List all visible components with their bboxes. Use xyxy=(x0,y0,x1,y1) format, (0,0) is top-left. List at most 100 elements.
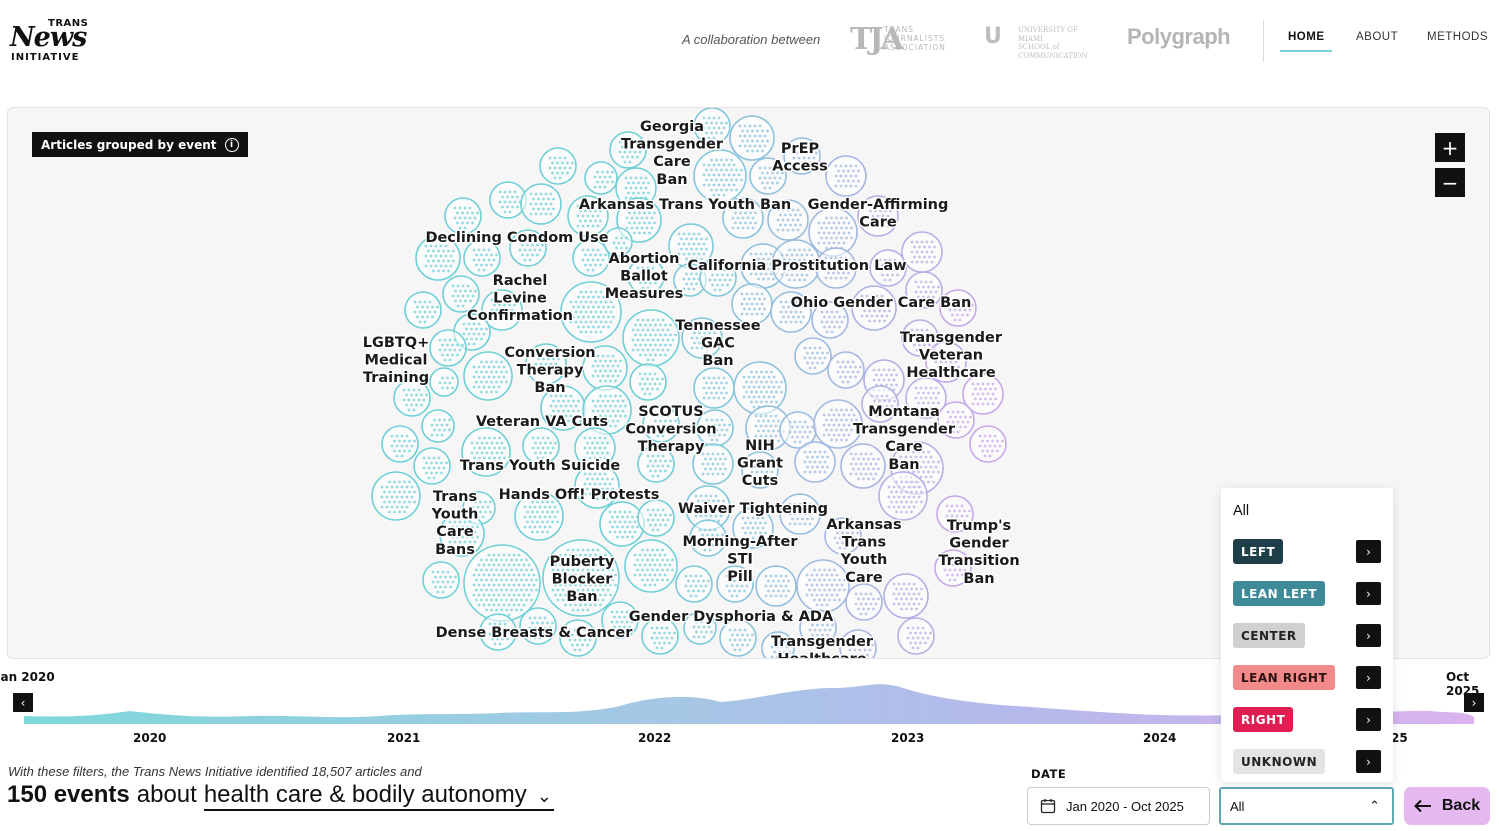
um-logo[interactable]: U UNIVERSITY OF MIAMI SCHOOL of COMMUNIC… xyxy=(984,24,1104,60)
event-bubble[interactable] xyxy=(574,427,616,469)
event-bubble[interactable] xyxy=(936,495,974,533)
event-bubble[interactable] xyxy=(925,341,967,383)
event-bubble[interactable] xyxy=(813,399,863,449)
event-label-dysphoria[interactable]: Gender Dysphoria & ADA xyxy=(627,608,835,627)
event-label-california[interactable]: California Prostitution Law xyxy=(686,257,908,276)
event-bubble[interactable] xyxy=(857,195,899,237)
chevron-right-icon[interactable]: › xyxy=(1356,624,1381,647)
event-bubble[interactable] xyxy=(642,405,680,443)
polygraph-logo[interactable]: Polygraph xyxy=(1127,24,1231,49)
nav-about[interactable]: ABOUT xyxy=(1356,31,1399,43)
event-bubble[interactable] xyxy=(783,137,821,175)
event-label-nih[interactable]: NIH Grant Cuts xyxy=(735,437,784,491)
event-label-va-cuts[interactable]: Veteran VA Cuts xyxy=(474,413,609,432)
event-bubble[interactable] xyxy=(749,157,787,195)
event-bubble[interactable] xyxy=(572,239,610,277)
event-label-ark-ban[interactable]: Arkansas Trans Youth Ban xyxy=(577,196,792,215)
event-bubble[interactable] xyxy=(731,283,773,325)
event-bubble[interactable] xyxy=(733,361,787,415)
event-bubble[interactable] xyxy=(825,155,867,197)
event-bubble[interactable] xyxy=(722,197,764,239)
event-bubble[interactable] xyxy=(641,617,679,655)
event-bubble[interactable] xyxy=(616,197,662,243)
event-bubble[interactable] xyxy=(845,583,883,621)
event-bubble[interactable] xyxy=(371,471,421,521)
event-label-scotus[interactable]: SCOTUS Conversion Therapy xyxy=(624,403,718,457)
event-bubble[interactable] xyxy=(716,565,754,603)
event-bubble[interactable] xyxy=(629,363,667,401)
event-bubble[interactable] xyxy=(905,271,943,309)
event-bubble[interactable] xyxy=(779,493,821,535)
event-label-breasts[interactable]: Dense Breasts & Cancer xyxy=(434,624,635,643)
event-bubble[interactable] xyxy=(755,565,797,607)
zoom-out-button[interactable]: − xyxy=(1435,168,1465,197)
event-bubble[interactable] xyxy=(692,443,734,485)
event-bubble[interactable] xyxy=(962,373,1004,415)
date-range-picker[interactable]: Jan 2020 - Oct 2025 xyxy=(1027,787,1210,825)
event-label-waiver[interactable]: Waiver Tightening xyxy=(676,500,829,519)
event-bubble[interactable] xyxy=(404,291,442,329)
event-bubble[interactable] xyxy=(796,559,850,613)
event-bubble[interactable] xyxy=(463,351,513,401)
event-bubble[interactable] xyxy=(525,343,567,385)
event-bubble[interactable] xyxy=(542,539,620,617)
event-bubble[interactable] xyxy=(861,385,899,423)
event-bubble[interactable] xyxy=(429,367,459,397)
event-bubble[interactable] xyxy=(939,289,977,327)
zoom-in-button[interactable]: + xyxy=(1435,133,1465,162)
event-label-trump[interactable]: Trump's Gender Transition Ban xyxy=(937,517,1021,589)
event-bubble[interactable] xyxy=(421,409,455,443)
event-bubble[interactable] xyxy=(905,377,947,419)
event-bubble[interactable] xyxy=(897,617,935,655)
event-bubble[interactable] xyxy=(761,631,795,659)
dropdown-option-unknown[interactable]: UNKNOWN › xyxy=(1221,744,1393,778)
event-bubble[interactable] xyxy=(429,329,467,367)
event-bubble[interactable] xyxy=(413,447,451,485)
chevron-right-icon[interactable]: › xyxy=(1356,666,1381,689)
event-label-ark-care[interactable]: Arkansas Trans Youth Care xyxy=(825,516,903,588)
event-bubble[interactable] xyxy=(901,231,943,273)
event-bubble[interactable] xyxy=(601,601,639,639)
event-label-tennessee[interactable]: Tennessee GAC Ban xyxy=(674,317,762,371)
event-label-condom[interactable]: Declining Condom Use xyxy=(424,229,610,248)
event-bubble[interactable] xyxy=(574,463,620,509)
event-bubble[interactable] xyxy=(567,195,609,237)
event-label-puberty[interactable]: Puberty Blocker Ban xyxy=(548,553,616,607)
tja-logo[interactable]: TJA TRANS JOURNALISTS ASSOCIATION xyxy=(850,22,960,58)
event-bubble[interactable] xyxy=(624,539,678,593)
topic-select[interactable]: health care & bodily autonomy ⌄ xyxy=(203,781,554,811)
event-bubble[interactable] xyxy=(815,247,857,289)
event-bubble[interactable] xyxy=(381,425,419,463)
event-bubble[interactable] xyxy=(489,181,527,219)
timeline-next-button[interactable]: › xyxy=(1464,693,1484,712)
event-bubble[interactable] xyxy=(603,227,633,257)
event-bubble[interactable] xyxy=(673,263,707,297)
chevron-right-icon[interactable]: › xyxy=(1356,708,1381,731)
event-label-youth-bans[interactable]: Trans Youth Care Bans xyxy=(429,488,480,560)
event-bubble[interactable] xyxy=(415,235,461,281)
timeline-chart[interactable] xyxy=(0,675,1499,727)
event-bubble[interactable] xyxy=(422,561,460,599)
event-bubble[interactable] xyxy=(622,309,680,367)
event-bubble[interactable] xyxy=(719,619,757,657)
event-bubble[interactable] xyxy=(463,239,501,277)
event-bubble[interactable] xyxy=(681,317,723,359)
event-bubble[interactable] xyxy=(827,351,865,389)
back-button[interactable]: Back xyxy=(1404,787,1490,825)
event-bubble[interactable] xyxy=(519,607,557,645)
event-bubble[interactable] xyxy=(794,441,836,483)
event-bubble[interactable] xyxy=(770,291,812,333)
event-bubble[interactable] xyxy=(479,613,517,651)
event-bubble[interactable] xyxy=(637,499,675,537)
event-bubble[interactable] xyxy=(693,108,731,145)
event-bubble[interactable] xyxy=(799,609,837,647)
dropdown-option-lean-left[interactable]: LEAN LEFT › xyxy=(1221,576,1393,610)
event-bubble[interactable] xyxy=(883,573,929,619)
event-bubble[interactable] xyxy=(627,257,665,295)
event-bubble[interactable] xyxy=(937,401,975,439)
event-bubble[interactable] xyxy=(540,385,586,431)
event-bubble[interactable] xyxy=(794,337,832,375)
event-label-morning[interactable]: Morning-After STI Pill xyxy=(681,533,800,587)
tni-logo[interactable]: TRANS News INITIATIVE xyxy=(10,18,88,66)
